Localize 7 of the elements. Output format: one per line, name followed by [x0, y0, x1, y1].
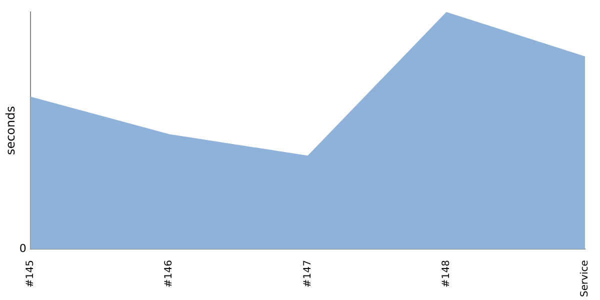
x-tick-label: #146 [164, 260, 175, 288]
x-tick-label: Service [580, 260, 591, 298]
x-tick-label: #147 [302, 260, 314, 288]
text: 0 [19, 242, 26, 255]
x-tick-label: #145 [24, 260, 36, 288]
y-axis-title: seconds [3, 106, 18, 156]
x-tick-label: #148 [440, 260, 452, 288]
